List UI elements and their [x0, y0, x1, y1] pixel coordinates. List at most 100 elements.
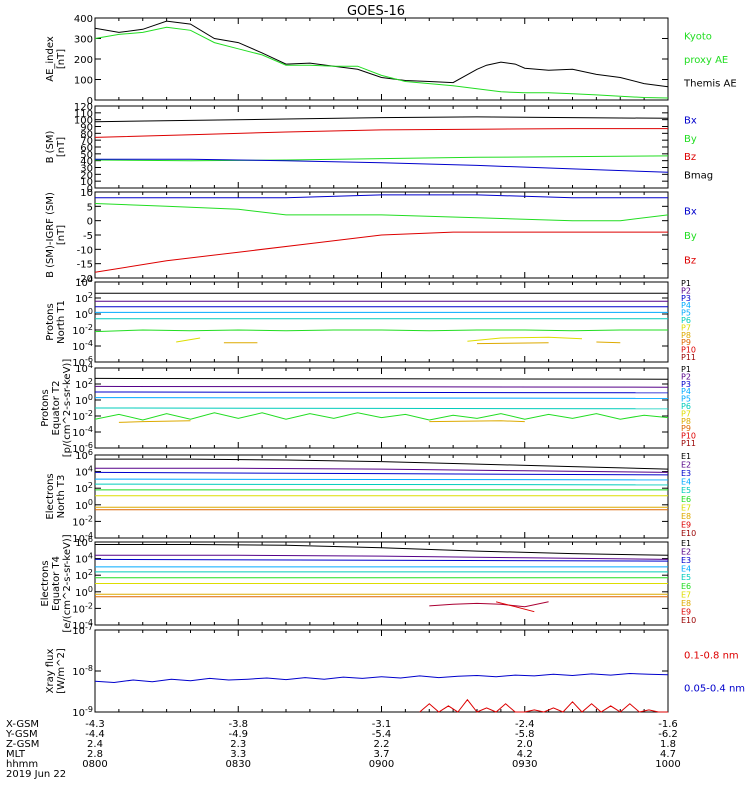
y-tick-label: 10-2: [72, 323, 93, 337]
legend-entry: E3: [681, 556, 691, 565]
y-axis-label: Xray flux[W/m^2]: [45, 648, 67, 694]
legend-entry: P8: [681, 417, 691, 426]
legend-entry: E8: [681, 599, 691, 608]
legend-entry: E5: [681, 573, 691, 582]
legend-entry: Themis AE: [683, 78, 737, 89]
y-axis-label-line: Protons: [40, 389, 51, 426]
x-axis-table: X-GSM -4.3 -3.8 -3.1 -2.4 -1.6 Y-GSM -4.4 -4.9 -5…: [5, 719, 681, 780]
legend-entry: E8: [681, 512, 691, 521]
x-row-value: 0830: [226, 759, 251, 770]
legend-entry: P4: [681, 387, 691, 396]
x-row-value: 1000: [655, 759, 680, 770]
y-tick-label: -20: [77, 274, 93, 285]
legend-entry: E5: [681, 486, 691, 495]
x-row-value: 2.3: [230, 739, 246, 750]
legend-entry: E10: [681, 529, 696, 538]
y-axis-label-line: Xray flux: [45, 649, 56, 694]
legend-entry: E9: [681, 607, 691, 616]
y-tick-label: 50: [80, 150, 93, 161]
legend-entry: P7: [681, 323, 691, 332]
legend-entry: P1: [681, 279, 691, 288]
y-axis-label-line: Protons: [45, 303, 56, 340]
series-line-5: [94, 483, 669, 486]
legend-entry: Bmag: [684, 170, 713, 181]
x-row-value: -2.4: [515, 719, 535, 730]
legend-entry: Bx: [684, 206, 697, 217]
x-row-label: MLT: [6, 749, 26, 760]
y-axis-label-line: B (SM)-IGRF (SM): [45, 192, 56, 278]
legend-entry: E7: [681, 590, 691, 599]
y-tick-label: 30: [80, 164, 93, 175]
x-row-label: hhmm: [6, 759, 38, 770]
series-line-7: [176, 337, 201, 343]
y-tick-label: 70: [80, 136, 93, 147]
x-row-value: 4.2: [517, 749, 533, 760]
legend-entry: E1: [681, 452, 691, 461]
y-tick-label: 300: [74, 35, 93, 46]
legend-entry: E2: [681, 461, 691, 470]
x-row-value: 2.2: [374, 739, 390, 750]
panel-frame: [94, 629, 669, 713]
x-row-value: 3.3: [230, 749, 246, 760]
y-tick-label: 0: [87, 184, 93, 195]
legend-entry: P4: [681, 301, 691, 310]
series-line-3: [94, 558, 669, 562]
series-line-4: [95, 158, 669, 173]
legend-entry: P5: [681, 395, 691, 404]
series-line-1: [95, 458, 669, 470]
x-row-value: 0900: [369, 759, 394, 770]
panel-1: 0 100 200 300 400 AE_index[nT] Kyoto proxy AE Th…: [45, 14, 737, 107]
y-tick-label: 5: [87, 202, 93, 213]
x-row-value: -3.1: [372, 719, 392, 730]
series-line-5: [94, 407, 669, 410]
series-line-2: [94, 128, 668, 138]
series-line-4: [94, 397, 669, 399]
x-row-value: -4.4: [85, 729, 105, 740]
legend-entry: P11: [681, 353, 696, 362]
y-tick-label: 102: [75, 481, 93, 495]
y-axis-label-line: Electrons: [45, 473, 56, 519]
panel-frame: [94, 281, 669, 363]
series-line-11: [596, 341, 621, 344]
legend-entry: P9: [681, 424, 691, 433]
legend-entry: P1: [681, 365, 691, 374]
x-row-value: 3.7: [374, 749, 390, 760]
x-row-value: 2.8: [87, 749, 103, 760]
series-line-8: [467, 336, 583, 342]
y-tick-label: 10-4: [72, 425, 93, 439]
series-line-2: [94, 26, 669, 99]
legend-entry: 0.05-0.4 nm: [684, 683, 745, 694]
y-axis-label-line: North T1: [56, 300, 67, 344]
legend-entry: P3: [681, 294, 691, 303]
series-line-2: [94, 385, 669, 388]
y-axis-label-line: [p/(cm^2-s-sr-keV)]: [62, 359, 73, 458]
legend-entry: E1: [681, 539, 691, 548]
series-line-7: [118, 420, 191, 423]
y-tick-label: 400: [74, 14, 93, 25]
series-line-3: [94, 155, 669, 162]
legend-entry: P10: [681, 346, 696, 355]
y-axis-label-line: Equator T2: [51, 381, 62, 436]
y-tick-label: 106: [75, 448, 93, 462]
legend-entry: P9: [681, 338, 691, 347]
date-label: 2019 Jun 22: [6, 769, 66, 780]
y-tick-label: -15: [77, 260, 93, 271]
x-row-label: X-GSM: [6, 719, 39, 730]
legend-entry: E2: [681, 548, 691, 557]
y-tick-label: 10: [80, 177, 93, 188]
y-tick-label: 104: [75, 275, 93, 289]
y-tick-label: 0: [87, 96, 93, 107]
y-axis-label-line: B (SM): [45, 130, 56, 163]
y-axis-label-line: AE_index: [45, 36, 56, 82]
x-row-value: -4.3: [85, 719, 105, 730]
y-axis-label-line: [nT]: [56, 225, 67, 245]
legend-entry: By: [684, 134, 697, 145]
y-tick-label: 100: [75, 307, 93, 321]
legend-entry: 0.1-0.8 nm: [684, 651, 739, 662]
series-line-1: [95, 194, 668, 199]
y-tick-label: 102: [75, 568, 93, 582]
y-axis-label-line: North T3: [56, 475, 67, 519]
series-line-6: [94, 412, 669, 421]
